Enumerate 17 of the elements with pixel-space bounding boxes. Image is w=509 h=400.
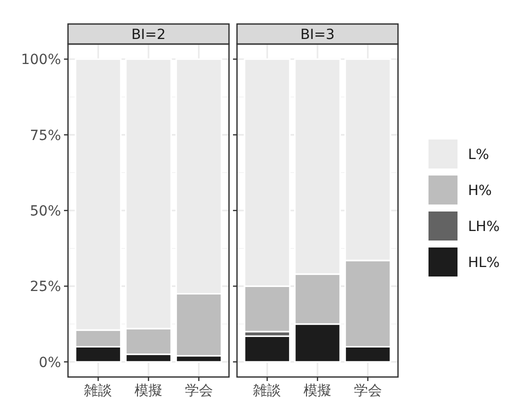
- x-tick-label: 模擬: [304, 383, 332, 399]
- x-tick-label: 雑談: [253, 383, 282, 399]
- x-tick-label: 学会: [354, 383, 382, 399]
- chart-title: BI=2: [131, 27, 166, 43]
- y-tick-label: 0%: [38, 354, 61, 371]
- chart-title: BI=3: [300, 27, 335, 43]
- y-tick-label: 25%: [30, 279, 61, 296]
- legend-label: HL%: [468, 255, 500, 271]
- x-tick-label: 雑談: [84, 383, 112, 399]
- legend-label: L%: [468, 147, 490, 163]
- legend-label: H%: [468, 183, 492, 199]
- x-tick-label: 学会: [184, 383, 213, 399]
- legend-label: LH%: [468, 219, 500, 235]
- y-tick-label: 75%: [30, 128, 61, 144]
- x-tick-label: 模擬: [134, 383, 162, 399]
- y-tick-label: 50%: [30, 204, 61, 220]
- y-tick-label: 100%: [20, 52, 61, 68]
